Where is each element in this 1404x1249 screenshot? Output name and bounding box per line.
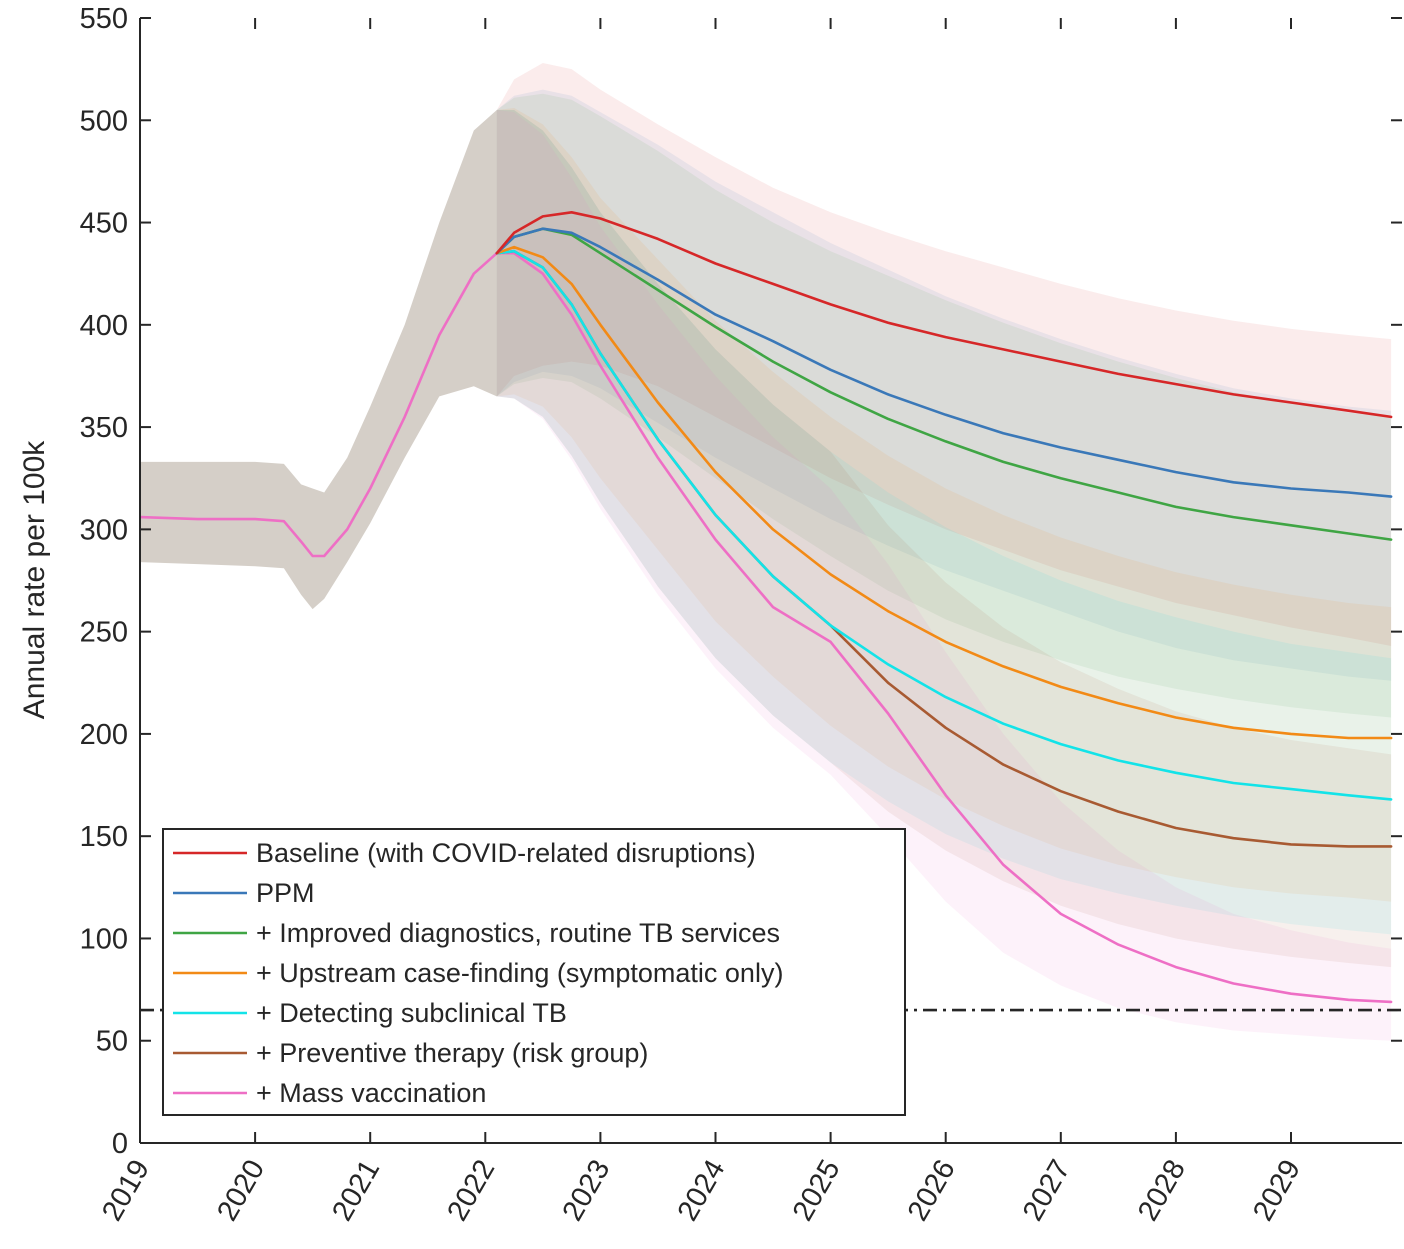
- y-tick-label: 100: [80, 923, 128, 955]
- x-tick-label: 2021: [326, 1155, 386, 1227]
- series-lines: [140, 211, 1393, 1004]
- x-tick-label: 2028: [1132, 1155, 1192, 1227]
- y-axis-title: Annual rate per 100k: [18, 440, 51, 720]
- series-line-7: [495, 251, 1393, 1004]
- series-line-3: [495, 227, 1393, 541]
- y-tick-label: 400: [80, 310, 128, 342]
- y-tick-label: 50: [96, 1026, 128, 1058]
- series-line-5: [495, 249, 1393, 801]
- x-tick-label: 2019: [96, 1155, 156, 1227]
- legend-label: PPM: [256, 878, 315, 908]
- legend-box: [162, 828, 906, 1116]
- y-tick-label: 250: [80, 617, 128, 649]
- band-series-7: [496, 110, 1392, 1041]
- legend-label: + Mass vaccination: [256, 1078, 486, 1108]
- y-tick-label: 450: [80, 208, 128, 240]
- y-tick-label: 150: [80, 821, 128, 853]
- legend: Baseline (with COVID-related disruptions…: [162, 828, 906, 1116]
- x-tick-label: 2024: [672, 1155, 732, 1227]
- y-tick-label: 200: [80, 719, 128, 751]
- history-uncertainty-band: [140, 110, 497, 610]
- y-tick-label: 500: [80, 105, 128, 137]
- legend-label: + Upstream case-finding (symptomatic onl…: [256, 958, 783, 988]
- legend-label: + Improved diagnostics, routine TB servi…: [256, 918, 780, 948]
- x-tick-label: 2026: [902, 1155, 962, 1227]
- x-tick-label: 2027: [1017, 1155, 1077, 1227]
- band-series-5: [496, 110, 1392, 935]
- x-tick-label: 2029: [1247, 1155, 1307, 1227]
- x-tick-label: 2025: [787, 1155, 847, 1227]
- x-tick-label: 2023: [556, 1155, 616, 1227]
- y-tick-label: 300: [80, 514, 128, 546]
- band-series-1: [496, 63, 1392, 646]
- confidence-bands: [140, 63, 1392, 1041]
- band-series-3: [496, 93, 1392, 718]
- x-tick-label: 2022: [441, 1155, 501, 1227]
- series-line-4: [495, 245, 1393, 740]
- y-tick-label: 550: [80, 3, 128, 35]
- y-tick-label: 0: [112, 1128, 128, 1160]
- legend-label: + Preventive therapy (risk group): [256, 1038, 648, 1068]
- y-tick-label: 350: [80, 412, 128, 444]
- series-line-1: [495, 211, 1393, 419]
- legend-label: + Detecting subclinical TB: [256, 998, 567, 1028]
- series-line-2: [495, 227, 1393, 498]
- band-series-2: [496, 89, 1392, 681]
- x-tick-label: 2020: [211, 1155, 271, 1227]
- band-series-4: [496, 108, 1392, 902]
- legend-label: Baseline (with COVID-related disruptions…: [256, 838, 756, 868]
- band-series-6: [496, 110, 1392, 968]
- history-line: [140, 252, 498, 558]
